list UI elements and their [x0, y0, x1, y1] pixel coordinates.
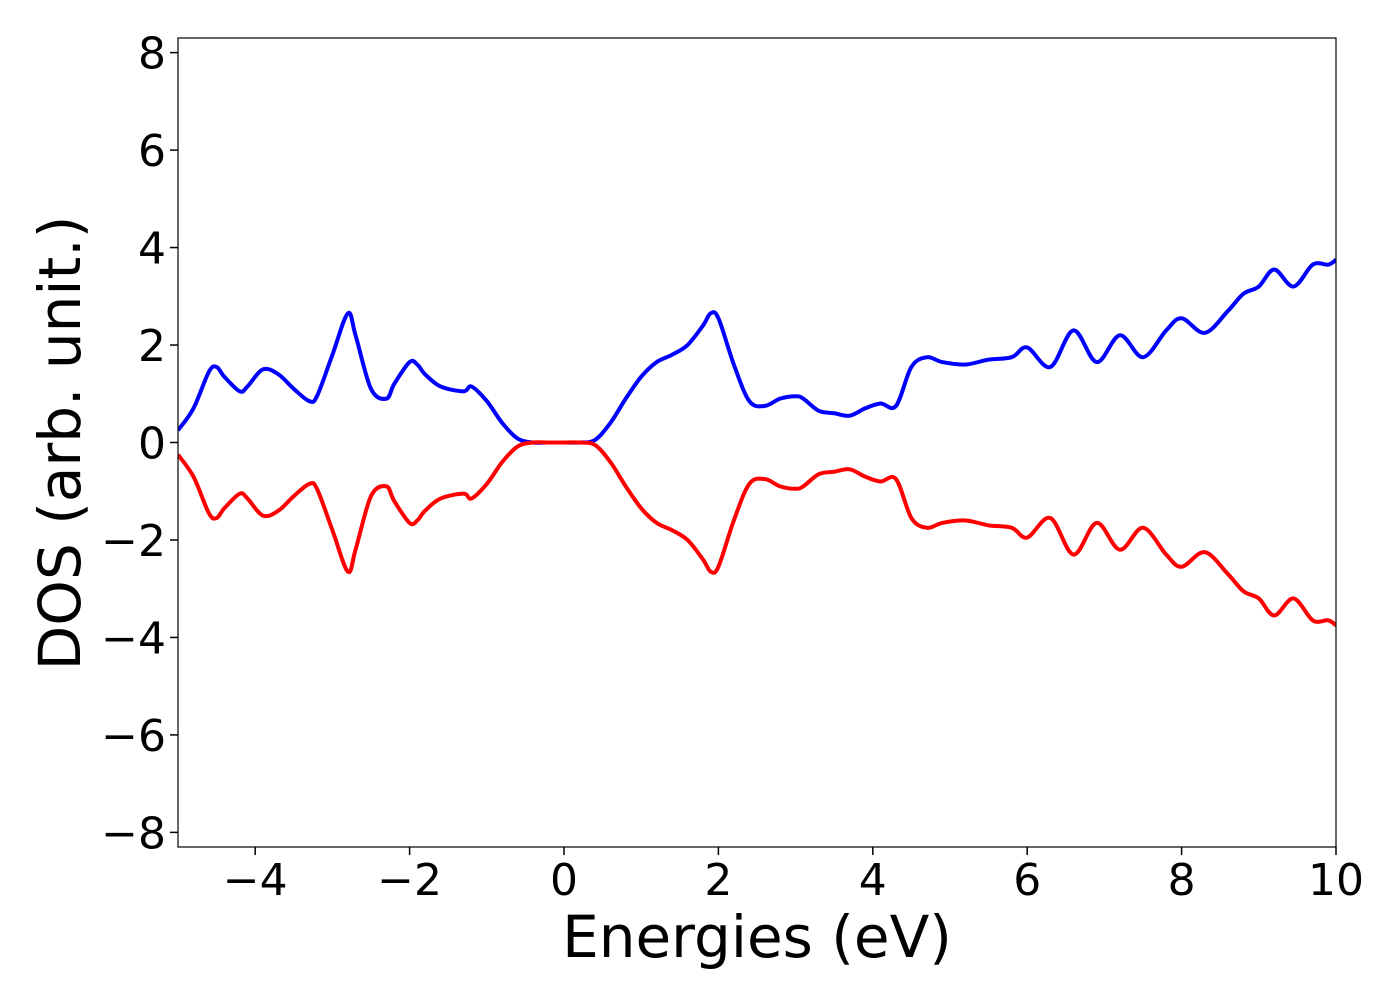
y-tick-label: −8: [101, 808, 166, 859]
axes-layer: −4 −2 0 2 4 6 8 10 8 6 4 2 0 −2 −4 −6 −8: [101, 29, 1364, 906]
plot-frame: [177, 37, 1337, 848]
series-layer: [178, 258, 1336, 627]
x-tick-label: −4: [223, 855, 288, 906]
y-tick-label: 6: [138, 126, 166, 177]
y-tick-label: 2: [138, 321, 166, 372]
x-axis-label: Energies (eV): [562, 903, 952, 971]
y-tick-label: 0: [138, 419, 166, 470]
x-tick-label: 6: [1013, 855, 1041, 906]
y-tick-label: 4: [138, 224, 166, 275]
x-tick-label: 8: [1168, 855, 1196, 906]
x-tick-label: 0: [550, 855, 578, 906]
x-tick-label: 10: [1308, 855, 1364, 906]
dos-series-down-line: [178, 440, 1336, 627]
y-tick-label: −6: [101, 711, 166, 762]
y-axis-label: DOS (arb. unit.): [26, 216, 94, 671]
y-tick-label: −4: [101, 613, 166, 664]
y-tick-label: −2: [101, 516, 166, 567]
y-tick-label: 8: [138, 29, 166, 80]
x-tick-label: 4: [859, 855, 887, 906]
x-tick-label: 2: [704, 855, 732, 906]
dos-series-up-line: [178, 258, 1336, 445]
x-tick-label: −2: [377, 855, 442, 906]
